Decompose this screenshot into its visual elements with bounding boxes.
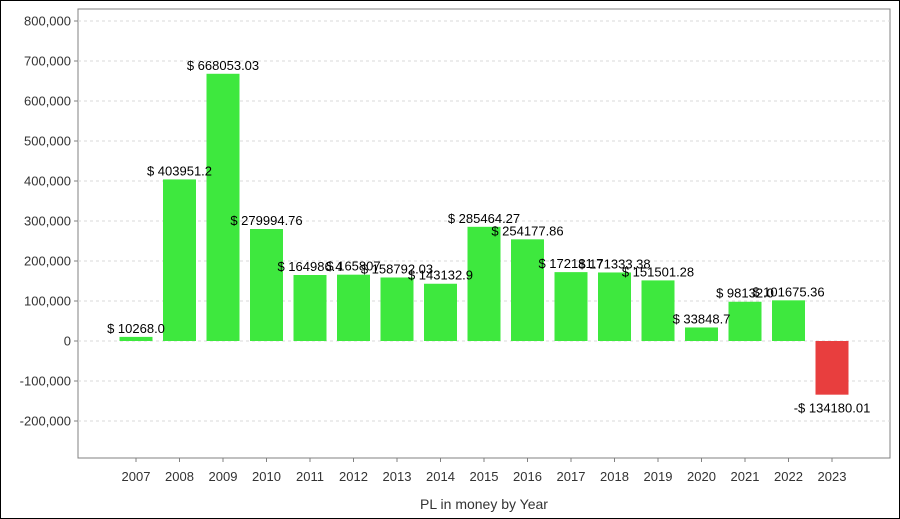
x-tick-label: 2018 (600, 469, 629, 484)
data-label: $ 254177.86 (491, 223, 563, 238)
y-tick-label: -200,000 (20, 414, 71, 429)
x-tick-label: 2017 (557, 469, 586, 484)
x-tick-label: 2007 (122, 469, 151, 484)
x-tick-label: 2012 (339, 469, 368, 484)
data-label: $ 158792.03 (361, 261, 433, 276)
bar-2020 (685, 327, 718, 341)
x-tick-label: 2016 (513, 469, 542, 484)
bar-2019 (641, 280, 675, 341)
bar-2011 (293, 275, 327, 341)
data-label: -$ 134180.01 (794, 401, 871, 416)
bar-2013 (380, 277, 414, 341)
y-tick-label: 0 (64, 334, 71, 349)
bar-2015 (467, 226, 501, 341)
bar-2010 (250, 229, 283, 341)
data-label: $ 151501.28 (622, 264, 694, 279)
bar-2023 (815, 341, 849, 395)
bar-2021 (728, 301, 762, 341)
bar-2017 (554, 272, 588, 341)
x-tick-label: 2014 (426, 469, 455, 484)
x-tick-label: 2010 (252, 469, 281, 484)
x-tick-label: 2013 (383, 469, 412, 484)
y-tick-label: 800,000 (24, 14, 71, 29)
bar-2008 (163, 179, 196, 341)
y-tick-label: 300,000 (24, 214, 71, 229)
data-label: $ 172181.7 (538, 256, 603, 271)
x-tick-label: 2019 (644, 469, 673, 484)
data-label: $ 285464.27 (448, 211, 520, 226)
bar-2007 (119, 336, 153, 341)
bar-2016 (511, 239, 544, 341)
y-tick-label: 200,000 (24, 254, 71, 269)
bar-2014 (424, 283, 457, 341)
bar-2012 (337, 274, 370, 341)
bar-2018 (598, 272, 631, 341)
bars (119, 73, 849, 395)
data-label: $ 10268.0 (107, 321, 165, 336)
data-label: $ 101675.36 (752, 284, 824, 299)
y-tick-label: 500,000 (24, 134, 71, 149)
y-tick-label: 700,000 (24, 54, 71, 69)
x-tick-label: 2021 (731, 469, 760, 484)
data-label: $ 668053.03 (187, 58, 259, 73)
data-label: $ 164986.4 (277, 259, 342, 274)
data-labels: $ 10268.0 $ 403951.2 $ 668053.03 $ 279994.7… (107, 58, 870, 416)
data-label: $ 33848.7 (673, 311, 731, 326)
data-label: $ 171333.38 (578, 256, 650, 271)
x-axis-ticks: 2007 2008 2009 2010 2011 2012 2013 2014 2015 2016… (122, 458, 847, 484)
data-label: $ 403951.2 (147, 163, 212, 178)
data-label: $ 143132.9 (408, 268, 473, 283)
y-tick-label: -100,000 (20, 374, 71, 389)
x-tick-label: 2011 (296, 469, 324, 484)
x-tick-label: 2009 (209, 469, 238, 484)
x-tick-label: 2022 (774, 469, 803, 484)
bar-2009 (206, 73, 240, 342)
y-axis-ticks: 800,000 700,000 600,000 500,000 400,000 300,0… (20, 14, 78, 429)
bar-2022 (772, 300, 805, 341)
x-tick-label: 2023 (818, 469, 847, 484)
x-tick-label: 2020 (687, 469, 716, 484)
y-tick-label: 600,000 (24, 94, 71, 109)
x-axis-label: PL in money by Year (420, 496, 548, 512)
data-label: $ 98132.0 (716, 286, 774, 301)
x-tick-label: 2008 (165, 469, 194, 484)
y-tick-label: 400,000 (24, 174, 71, 189)
data-label: $ 165807 (326, 259, 380, 274)
x-tick-label: 2015 (470, 469, 499, 484)
y-tick-label: 100,000 (24, 294, 71, 309)
data-label: $ 279994.76 (230, 213, 302, 228)
